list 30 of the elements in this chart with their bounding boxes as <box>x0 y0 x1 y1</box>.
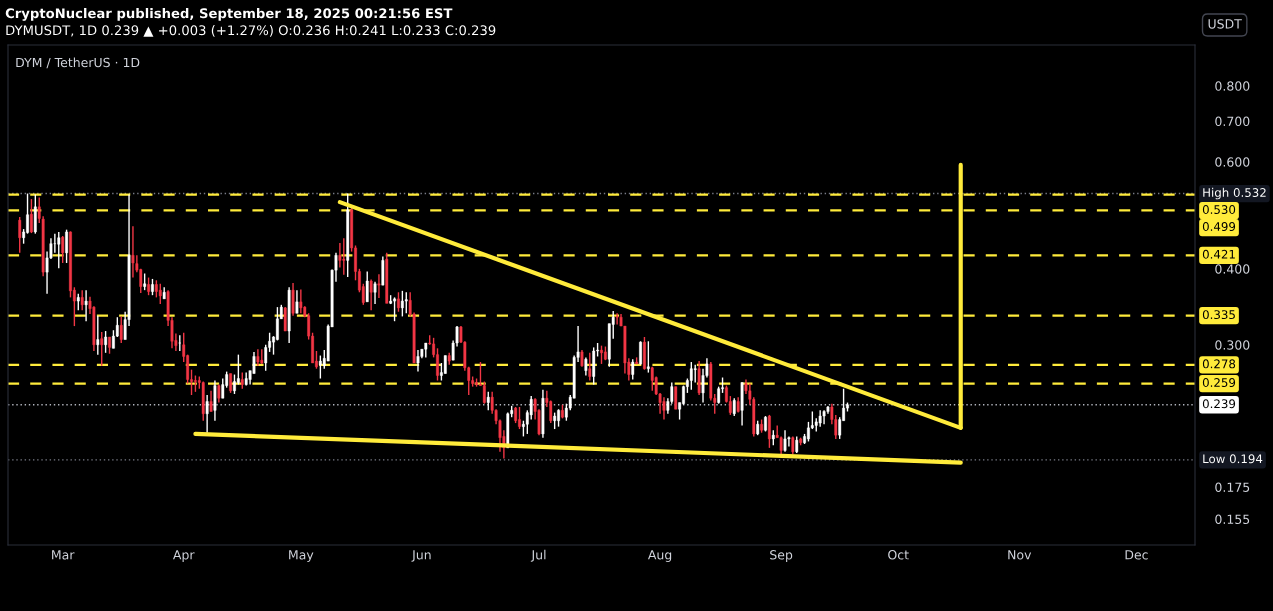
y-tick-label: 0.175 <box>1215 482 1250 492</box>
legend-label: 0.499 <box>1202 222 1236 231</box>
text: DYM / TetherUS · 1D <box>16 57 140 69</box>
text: DYMUSDT, 1D 0.239 ▲ +0.003 (+1.27%) O:0.236 H:0.241 L:0.233 C:0.239 <box>6 25 496 37</box>
y-tick-label: 0.300 <box>1215 340 1250 350</box>
x-tick-label: Oct <box>888 550 909 560</box>
y-tick-label: 0.800 <box>1215 81 1250 91</box>
y-axis-title: USDT <box>1208 19 1242 29</box>
ref-line-label: 0.421 <box>1202 249 1235 259</box>
y-tick-label: 0.600 <box>1215 157 1250 167</box>
x-tick-label: May <box>289 550 314 562</box>
text: CryptoNuclear published, September 18, 2025 00:21:56 EST <box>5 8 453 21</box>
x-tick-label: Sep <box>770 550 793 562</box>
x-tick-label: Nov <box>1008 550 1032 560</box>
y-tick-label: 0.400 <box>1215 264 1250 274</box>
x-tick-label: Dec <box>1125 550 1148 560</box>
x-tick-label: Jun <box>411 550 431 562</box>
ref-line-label: Low 0.194 <box>1203 454 1263 464</box>
ref-line-label: 0.259 <box>1202 378 1236 387</box>
y-tick-label: 0.155 <box>1215 514 1250 524</box>
ref-line-label: 0.530 <box>1202 205 1236 214</box>
ref-line-label: 0.239 <box>1202 399 1236 409</box>
ref-line-label: 0.335 <box>1202 310 1235 320</box>
x-tick-label: Jul <box>530 549 546 562</box>
x-tick-label: Mar <box>52 550 75 560</box>
x-tick-label: Aug <box>647 550 672 562</box>
ref-line-label: High 0.532 <box>1203 187 1266 200</box>
x-tick-label: Apr <box>172 550 195 562</box>
y-tick-label: 0.700 <box>1215 116 1250 127</box>
ref-line-label: 0.278 <box>1202 359 1236 369</box>
